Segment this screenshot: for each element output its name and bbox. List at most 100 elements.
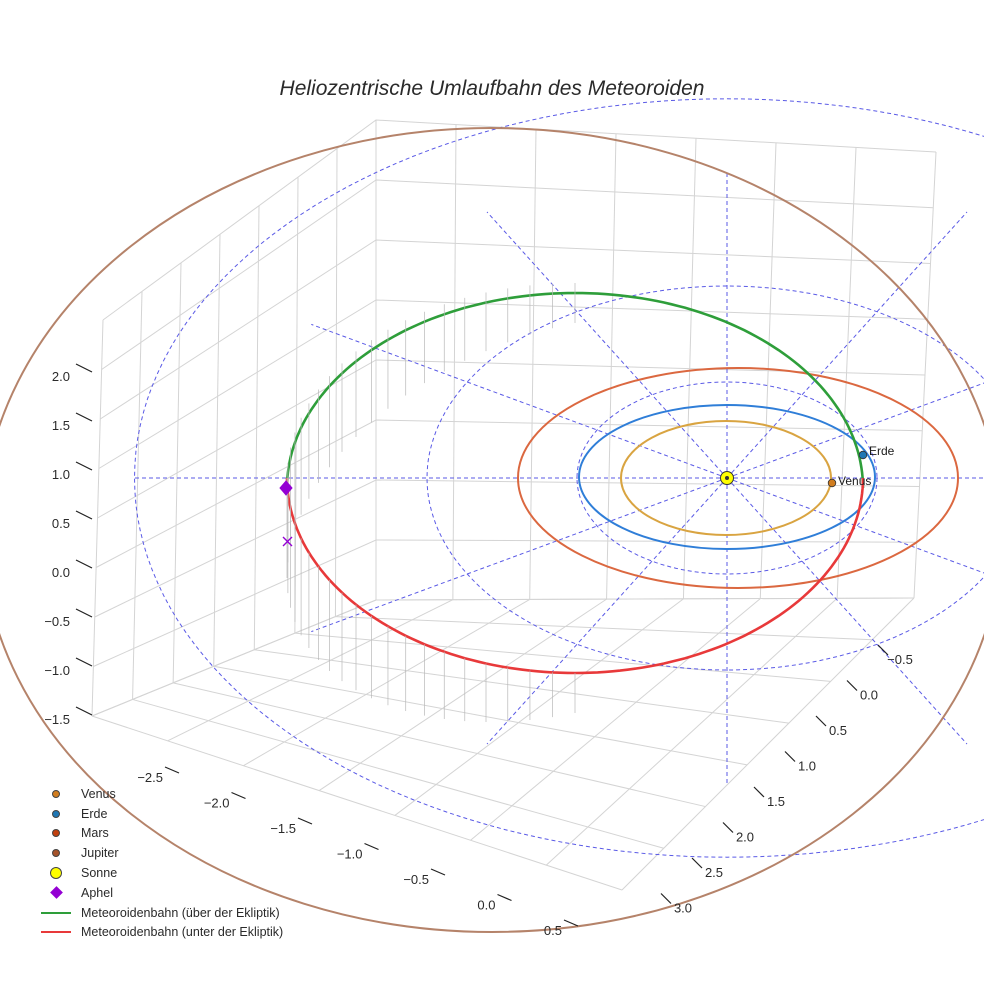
orbit-mars [517, 367, 959, 589]
z-tick [75, 559, 93, 569]
grid-line [91, 597, 915, 717]
earth-marker [858, 450, 868, 460]
legend-diamond-icon [49, 886, 63, 900]
z-tick [75, 706, 93, 716]
earth-label: Erde [869, 444, 895, 458]
grid-line [470, 598, 761, 841]
y-label: 1.0 [798, 759, 816, 774]
x-tick [297, 817, 313, 825]
y-label: 0.5 [829, 723, 847, 738]
grid-line [93, 539, 917, 667]
orbit-erde [578, 404, 876, 550]
grid-line [254, 649, 789, 724]
legend-item: Sonne [40, 863, 340, 883]
y-label: −0.5 [887, 652, 913, 667]
legend-item: Meteoroidenbahn (unter der Ekliptik) [40, 923, 340, 943]
legend-label: Meteoroidenbahn (unter der Ekliptik) [81, 925, 284, 940]
legend-dot-icon [52, 789, 60, 798]
grid-line [621, 597, 915, 891]
grid-line [91, 715, 623, 891]
y-tick [722, 822, 734, 833]
grid-line [243, 598, 530, 767]
z-label: 0.5 [52, 516, 70, 531]
legend-dot-icon [52, 809, 60, 818]
y-tick [815, 715, 827, 727]
x-tick [497, 893, 512, 902]
x-label: −1.0 [337, 847, 363, 862]
y-label: 2.0 [736, 830, 754, 845]
planet-orbits [0, 127, 984, 933]
aphelion-projection-marker [282, 536, 293, 547]
ecliptic-ring [426, 285, 984, 671]
grid-lines [91, 119, 937, 891]
x-label: 0.0 [477, 898, 495, 913]
legend-line-icon [41, 931, 71, 934]
legend-item: Meteoroidenbahn (über der Ekliptik) [40, 903, 340, 923]
z-tick [75, 363, 93, 373]
z-label: 1.0 [52, 467, 70, 482]
ecliptic-ray [486, 211, 728, 479]
ecliptic-ray [726, 477, 968, 745]
y-tick [660, 893, 672, 904]
y-tick [846, 680, 858, 691]
meteoroid-orbit [285, 283, 865, 722]
venus-label: Venus [838, 474, 871, 488]
legend-label: Aphel [81, 885, 113, 900]
z-label: 0.0 [52, 565, 70, 580]
orbit-jupiter [0, 127, 984, 933]
y-tick [691, 857, 703, 869]
z-tick [75, 510, 93, 520]
x-label: −0.5 [403, 872, 429, 887]
legend: Venus Erde Mars Jupiter Sonne Aphel Meteoroide… [40, 784, 340, 942]
z-label: −0.5 [44, 614, 70, 629]
legend-label: Sonne [81, 866, 118, 881]
legend-sun-icon [50, 867, 62, 880]
x-label: −2.0 [204, 796, 230, 811]
ecliptic-ring [576, 381, 878, 575]
x-label: 0.5 [544, 923, 562, 938]
sun-center [725, 476, 729, 480]
legend-label: Erde [81, 806, 108, 821]
x-tick [231, 791, 246, 800]
ecliptic-grid [133, 98, 984, 858]
z-label: −1.0 [44, 663, 70, 678]
legend-dot-icon [52, 829, 60, 838]
orbit-venus [620, 420, 832, 536]
grid-line [99, 239, 931, 420]
legend-dot-icon [52, 849, 60, 858]
legend-item: Venus [40, 784, 340, 804]
grid-line [97, 359, 926, 519]
x-tick [563, 919, 579, 927]
y-tick [753, 786, 765, 798]
y-label: 1.5 [767, 794, 785, 809]
ecliptic-ray [486, 477, 728, 745]
x-tick [164, 766, 180, 774]
grid-line [98, 299, 928, 469]
grid-line [91, 599, 377, 717]
legend-item: Erde [40, 804, 340, 824]
grid-line [167, 599, 454, 742]
ecliptic-ray [726, 382, 984, 479]
legend-label: Venus [81, 786, 116, 801]
legend-item: Jupiter [40, 843, 340, 863]
grid-line [375, 597, 915, 601]
x-label: −1.5 [270, 821, 296, 836]
y-label: 3.0 [674, 901, 692, 916]
grid-line [132, 698, 664, 849]
chart-title: Heliozentrische Umlaufbahn des Meteoroid… [280, 77, 705, 100]
ecliptic-ray [311, 477, 728, 633]
legend-item: Aphel [40, 883, 340, 903]
z-label: 1.5 [52, 418, 70, 433]
ecliptic-ray [726, 211, 968, 479]
y-tick [877, 644, 889, 656]
z-tick [75, 608, 93, 618]
ecliptic-ray [311, 323, 728, 479]
legend-label: Mars [81, 826, 109, 841]
y-label: 2.5 [705, 865, 723, 880]
legend-label: Jupiter [81, 846, 119, 861]
legend-label: Meteoroidenbahn (über der Ekliptik) [81, 905, 280, 920]
grid-line [545, 597, 838, 866]
grid-line [102, 119, 937, 321]
z-tick [75, 412, 93, 422]
